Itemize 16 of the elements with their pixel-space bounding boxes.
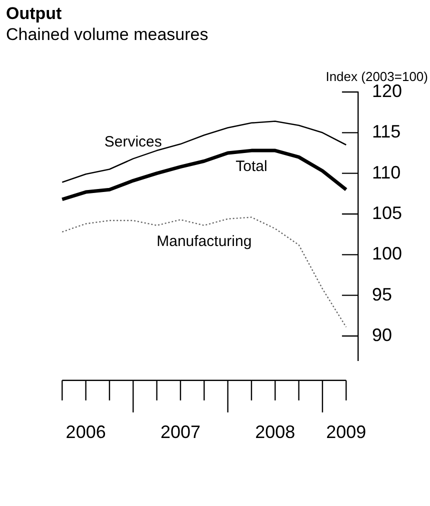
y-tick-label: 110 — [372, 162, 401, 182]
chart-title: Output — [6, 4, 62, 24]
x-tick-label: 2006 — [66, 422, 106, 442]
x-tick-label: 2007 — [160, 422, 201, 442]
y-tick-label: 115 — [372, 122, 401, 142]
series-label: Total — [236, 158, 268, 176]
line-series — [62, 216, 347, 328]
x-tick-label: 2008 — [255, 422, 296, 442]
y-tick-label: 95 — [372, 284, 392, 304]
y-tick-label: 105 — [372, 202, 402, 223]
y-tick-label: 90 — [372, 324, 392, 345]
y-tick-label: 100 — [372, 244, 402, 264]
x-tick-label: 2009 — [326, 422, 366, 442]
series-label: Services — [104, 133, 162, 150]
chart-subtitle: Chained volume measures — [6, 25, 208, 45]
series-label: Manufacturing — [156, 233, 252, 250]
